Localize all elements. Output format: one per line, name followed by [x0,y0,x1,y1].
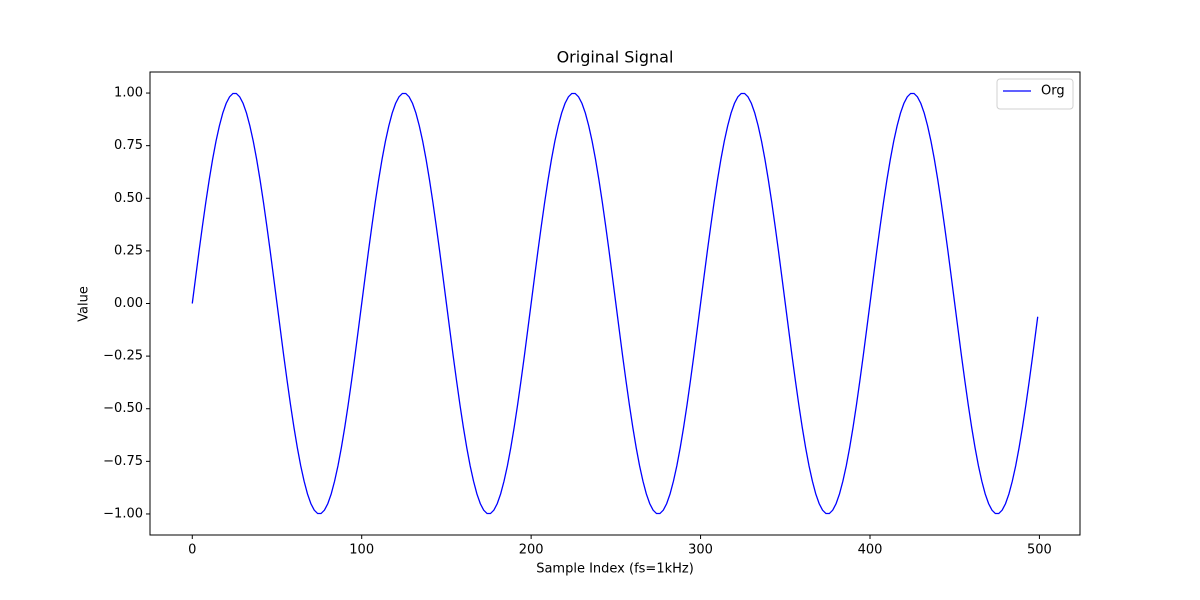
y-tick-label: −0.50 [103,401,143,416]
legend-label: Org [1041,84,1065,99]
chart-title: Original Signal [557,48,674,67]
x-tick-label: 500 [1027,543,1052,558]
y-tick-label: −0.75 [103,454,143,469]
x-tick-label: 300 [688,543,713,558]
y-tick-label: 0.00 [114,296,143,311]
y-tick-label: −0.25 [103,349,143,364]
y-tick-label: 0.25 [114,243,143,258]
x-tick-label: 0 [188,543,196,558]
y-axis-label: Value [77,286,92,322]
legend-box [996,78,1074,110]
data-line [191,92,1039,515]
y-tick-label: −1.00 [103,506,143,521]
y-tick-label: 0.75 [114,138,143,153]
x-tick-label: 100 [349,543,374,558]
x-tick-label: 200 [519,543,544,558]
plot-frame [149,71,1081,536]
y-tick-label: 1.00 [114,86,143,101]
y-tick-label: 0.50 [114,191,143,206]
x-tick-label: 400 [858,543,883,558]
x-axis-label: Sample Index (fs=1kHz) [536,562,694,577]
